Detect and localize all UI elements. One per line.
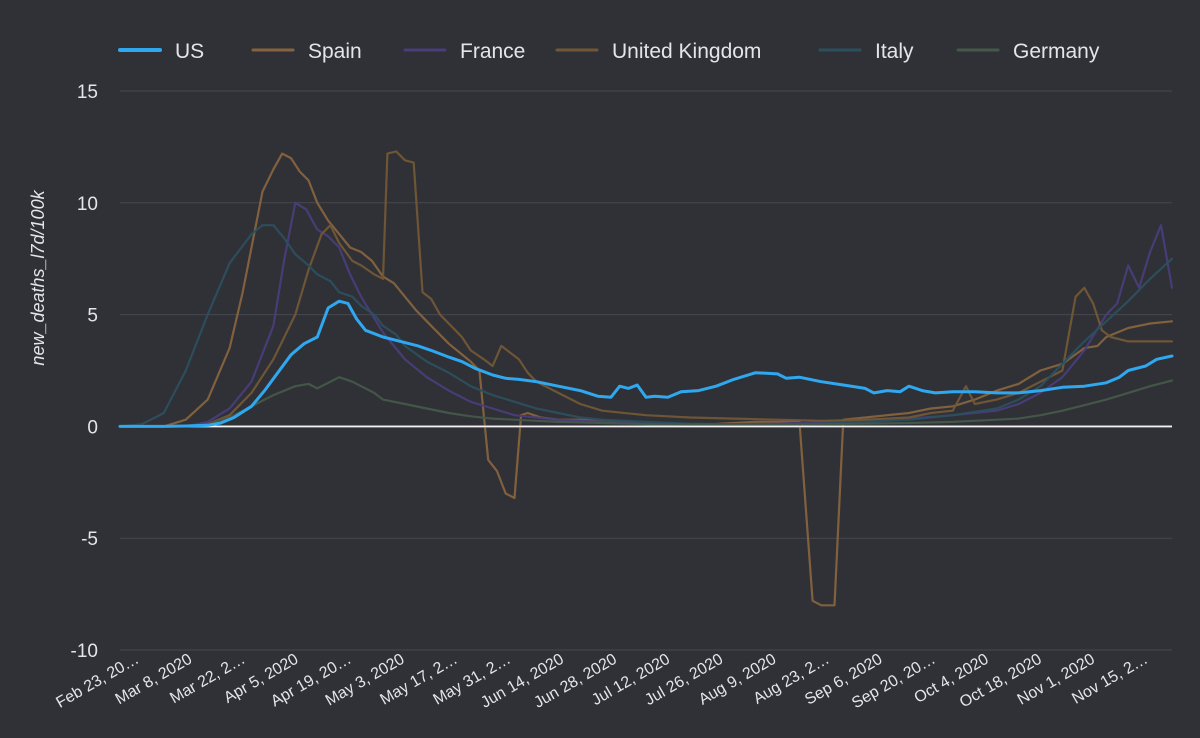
legend-label: US [175, 40, 204, 63]
legend-item-italy[interactable]: Italy [818, 40, 914, 63]
y-tick-label: -10 [71, 641, 98, 662]
legend-label: Italy [875, 40, 914, 63]
legend-item-france[interactable]: France [403, 40, 525, 63]
series-line-germany [118, 376, 1174, 428]
legend-item-germany[interactable]: Germany [956, 40, 1100, 63]
legend-item-us[interactable]: US [118, 40, 204, 63]
y-tick-label: -5 [81, 529, 98, 550]
y-tick-label: 5 [87, 306, 98, 327]
legend-item-united-kingdom[interactable]: United Kingdom [555, 40, 761, 63]
legend[interactable]: US Spain France United Kingdom Italy Germany [118, 40, 1100, 63]
y-tick-label: 0 [87, 417, 98, 438]
legend-label: Spain [308, 40, 362, 63]
legend-label: United Kingdom [612, 40, 761, 63]
series-line-italy [118, 224, 1174, 428]
legend-label: Germany [1013, 40, 1100, 63]
legend-label: France [460, 40, 525, 63]
series-line-us [118, 299, 1174, 428]
y-tick-label: 10 [77, 194, 98, 215]
series-line-united-kingdom [118, 150, 1174, 428]
series-line-france [118, 201, 1174, 428]
series-line-spain [118, 152, 1174, 607]
y-tick-label: 15 [77, 82, 98, 103]
y-axis-label: new_deaths_l7d/100k [28, 189, 48, 365]
y-axis-ticks: 15 10 5 0 -5 -10 [71, 82, 98, 662]
series-layer [118, 150, 1174, 607]
legend-item-spain[interactable]: Spain [251, 40, 362, 63]
